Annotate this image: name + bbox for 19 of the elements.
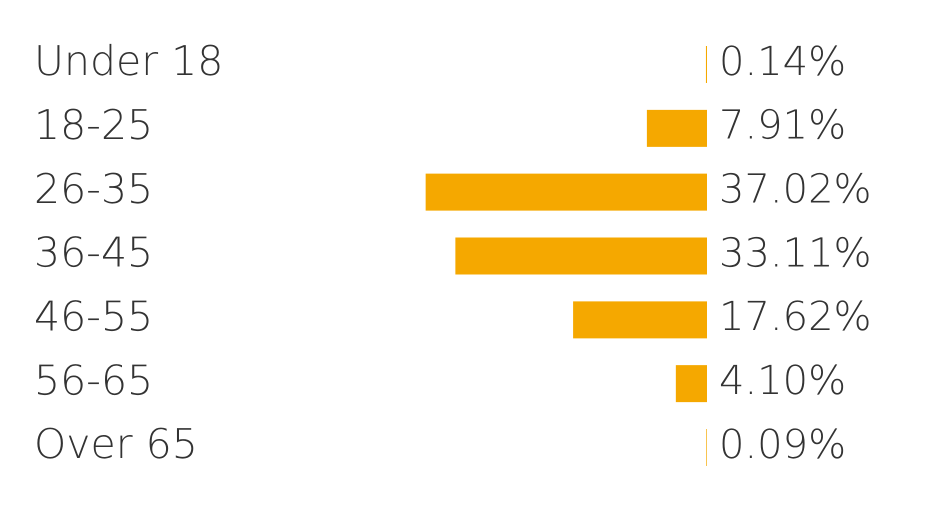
- y-tick-label: 56-65: [34, 356, 154, 404]
- bar: [646, 110, 707, 147]
- y-tick-label: 18-25: [34, 101, 154, 149]
- data-label: 37.02%: [719, 166, 872, 213]
- y-tick-label: 36-45: [34, 228, 154, 277]
- bar: [455, 237, 707, 275]
- bar: [573, 301, 707, 338]
- data-label: 7.91%: [719, 102, 846, 149]
- bar: [426, 174, 707, 211]
- data-label: 17.62%: [719, 294, 872, 340]
- y-tick-label: Over 65: [34, 420, 198, 468]
- bar: [676, 365, 707, 402]
- y-tick-label: 46-55: [34, 292, 154, 340]
- y-tick-label: Under 18: [34, 37, 224, 86]
- data-label: 0.14%: [719, 38, 846, 85]
- data-label: 4.10%: [719, 358, 846, 404]
- data-label: 33.11%: [719, 230, 872, 276]
- y-tick-label: 26-35: [34, 164, 154, 213]
- data-label: 0.09%: [719, 422, 846, 468]
